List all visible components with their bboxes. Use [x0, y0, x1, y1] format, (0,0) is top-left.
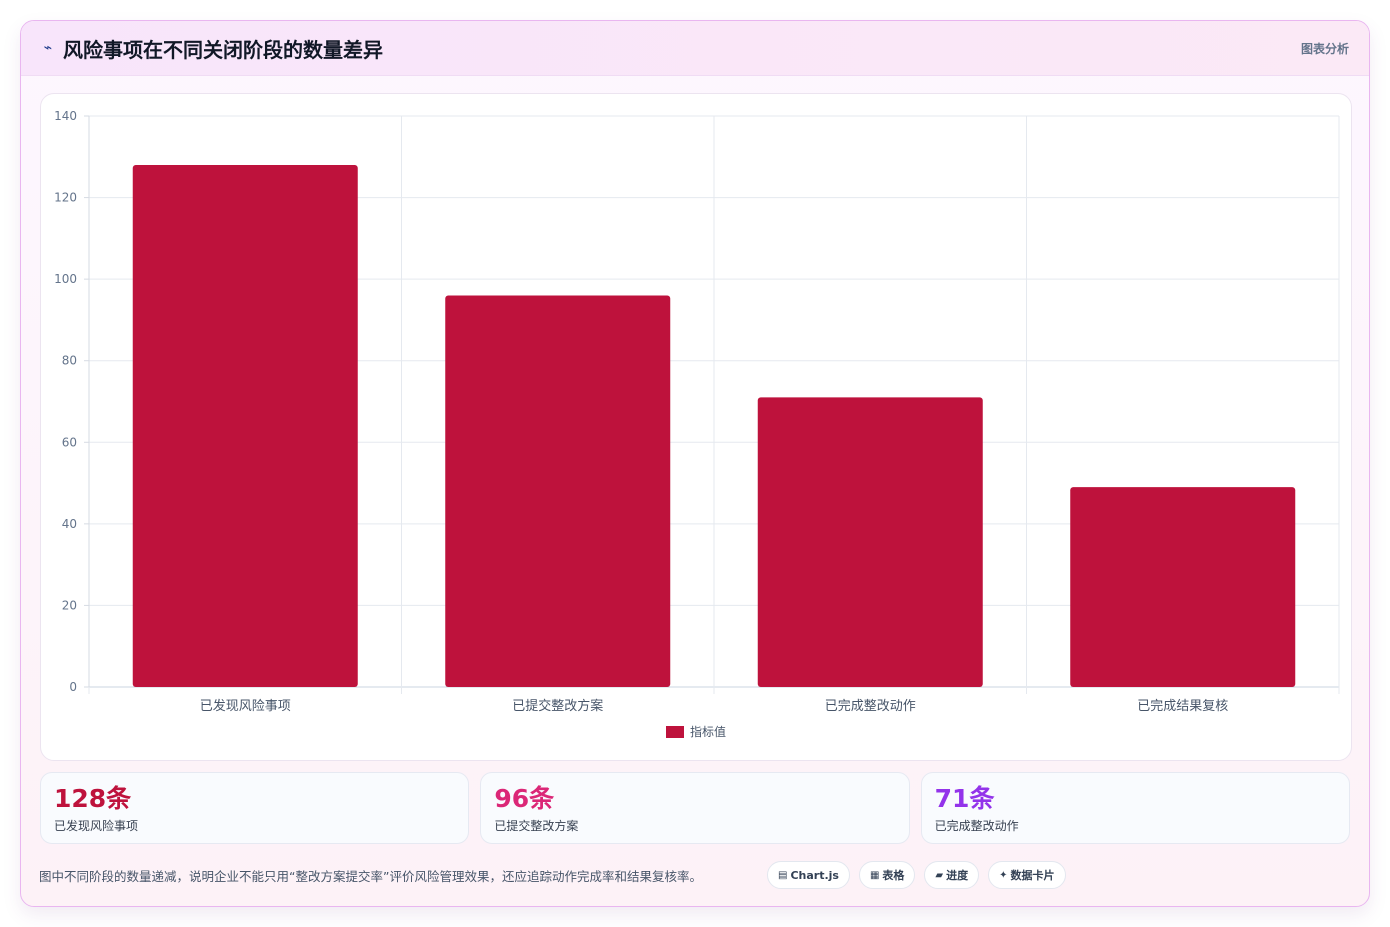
- stat-cards: 128条 已发现风险事项 96条 已提交整改方案 71条 已完成整改动作: [40, 772, 1350, 844]
- chip-chartjs[interactable]: ▤ Chart.js: [767, 861, 850, 889]
- progress-icon: ▰: [935, 869, 944, 881]
- stat-label: 已提交整改方案: [494, 819, 579, 833]
- x-tick-label: 已发现风险事项: [200, 698, 291, 714]
- chip-label: 数据卡片: [1010, 869, 1055, 882]
- chart-analysis-link[interactable]: 图表分析: [1300, 41, 1349, 56]
- chart-container: 0 20 40 60 80 100 120 140 已发现风险事项 已提交整改方案 已完成整改动作 已…: [40, 93, 1352, 761]
- stat-value: 96条: [494, 784, 555, 813]
- bar-chart: 0 20 40 60 80 100 120 140 已发现风险事项 已提交整改方案 已完成整改动作 已…: [54, 109, 1340, 739]
- y-tick-label: 100: [54, 272, 77, 286]
- chart-icon: ▤: [778, 869, 788, 881]
- card-header: ⌁ 风险事项在不同关闭阶段的数量差异 图表分析: [21, 21, 1369, 76]
- sparkle-icon: ✦: [999, 869, 1008, 881]
- stat-value: 71条: [934, 784, 995, 813]
- stat-value: 128条: [54, 784, 132, 813]
- y-tick-label: 120: [54, 191, 77, 205]
- chip-data-card[interactable]: ✦ 数据卡片: [988, 861, 1066, 889]
- table-icon: ▦: [869, 869, 880, 881]
- bar: [1070, 487, 1296, 687]
- y-tick-label: 40: [62, 517, 77, 531]
- stat-card: 71条 已完成整改动作: [920, 772, 1350, 844]
- y-tick-label: 60: [62, 435, 77, 449]
- bar: [132, 164, 358, 687]
- stat-card: 128条 已发现风险事项: [40, 772, 470, 844]
- y-tick-label: 20: [62, 598, 77, 612]
- trend-icon: ⌁: [43, 40, 53, 56]
- y-tick-label: 0: [69, 680, 77, 694]
- analysis-note: 图中不同阶段的数量递减，说明企业不能只用“整改方案提交率”评价风险管理效果，还应…: [39, 868, 702, 884]
- legend-swatch: [666, 726, 684, 738]
- bar: [445, 295, 671, 687]
- title-group: ⌁ 风险事项在不同关闭阶段的数量差异: [41, 34, 383, 63]
- chart-card: ⌁ 风险事项在不同关闭阶段的数量差异 图表分析 0 20 40 60 80 100 120 1…: [20, 20, 1370, 907]
- y-tick-label: 80: [62, 354, 77, 368]
- x-tick-label: 已完成结果复核: [1137, 699, 1228, 714]
- bar: [757, 397, 983, 687]
- legend-label: 指标值: [690, 724, 726, 739]
- stat-label: 已完成整改动作: [934, 819, 1019, 833]
- card-footer: 图中不同阶段的数量递减，说明企业不能只用“整改方案提交率”评价风险管理效果，还应…: [39, 859, 1351, 891]
- y-tick-label: 140: [54, 109, 77, 123]
- chip-table[interactable]: ▦ 表格: [858, 861, 916, 889]
- chip-label: 进度: [946, 869, 969, 882]
- stat-card: 96条 已提交整改方案: [480, 772, 910, 844]
- chip-progress[interactable]: ▰ 进度: [924, 861, 980, 889]
- x-tick-label: 已完成整改动作: [825, 699, 916, 714]
- chip-label: Chart.js: [790, 868, 839, 882]
- stat-label: 已发现风险事项: [54, 819, 139, 833]
- view-chips: ▤ Chart.js ▦ 表格 ▰ 进度 ✦ 数据卡片: [767, 861, 1066, 889]
- chart-title: 风险事项在不同关闭阶段的数量差异: [63, 37, 383, 62]
- chip-label: 表格: [882, 869, 905, 882]
- x-tick-label: 已提交整改方案: [512, 698, 603, 714]
